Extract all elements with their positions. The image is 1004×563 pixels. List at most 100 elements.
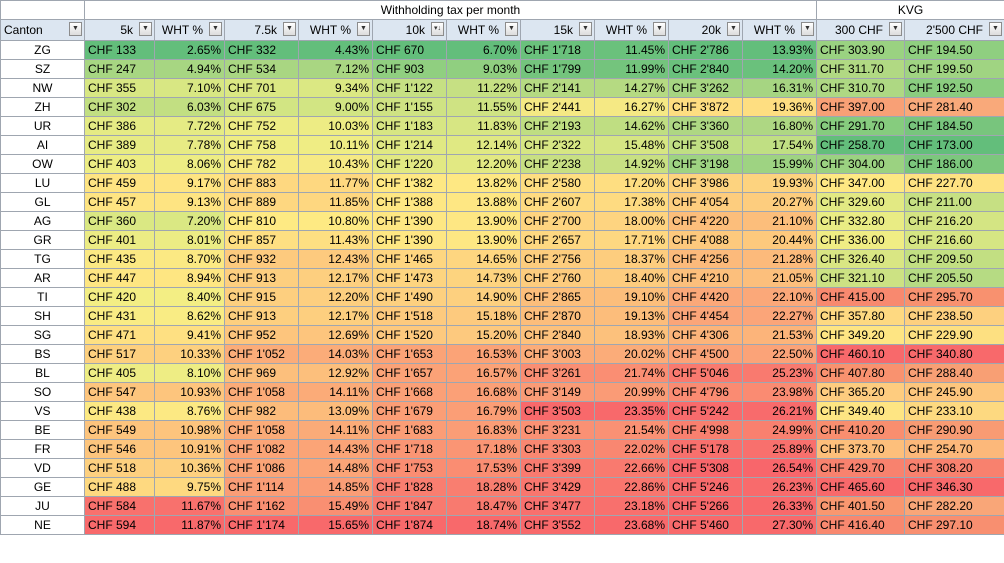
amount-cell[interactable]: CHF 332 (224, 40, 299, 60)
amount-cell[interactable]: CHF 403 (84, 154, 155, 174)
canton-cell[interactable]: VS (0, 401, 85, 421)
amount-cell[interactable]: CHF 227.70 (904, 173, 1004, 193)
wht-percent-cell[interactable]: 17.53% (446, 458, 521, 478)
wht-percent-cell[interactable]: 14.20% (742, 59, 817, 79)
amount-cell[interactable]: CHF 229.90 (904, 325, 1004, 345)
amount-cell[interactable]: CHF 3'986 (668, 173, 743, 193)
amount-cell[interactable]: CHF 2'760 (520, 268, 595, 288)
amount-cell[interactable]: CHF 701 (224, 78, 299, 98)
wht-percent-cell[interactable]: 13.90% (446, 211, 521, 231)
canton-cell[interactable]: TI (0, 287, 85, 307)
wht-percent-cell[interactable]: 12.92% (298, 363, 373, 383)
filter-dropdown-icon[interactable]: ▼ (209, 22, 222, 36)
wht-percent-cell[interactable]: 12.20% (446, 154, 521, 174)
canton-cell[interactable]: ZG (0, 40, 85, 60)
wht-percent-cell[interactable]: 15.20% (446, 325, 521, 345)
wht-percent-cell[interactable]: 18.00% (594, 211, 669, 231)
canton-cell[interactable]: GL (0, 192, 85, 212)
amount-cell[interactable]: CHF 1'657 (372, 363, 447, 383)
amount-cell[interactable]: CHF 1'220 (372, 154, 447, 174)
amount-cell[interactable]: CHF 969 (224, 363, 299, 383)
amount-cell[interactable]: CHF 1'653 (372, 344, 447, 364)
amount-cell[interactable]: CHF 295.70 (904, 287, 1004, 307)
filter-dropdown-icon[interactable]: ▼ (283, 22, 296, 36)
wht-percent-cell[interactable]: 9.17% (154, 173, 225, 193)
wht-percent-cell[interactable]: 15.99% (742, 154, 817, 174)
wht-percent-cell[interactable]: 14.11% (298, 382, 373, 402)
canton-cell[interactable]: GE (0, 477, 85, 497)
amount-cell[interactable]: CHF 488 (84, 477, 155, 497)
amount-cell[interactable]: CHF 889 (224, 192, 299, 212)
amount-cell[interactable]: CHF 304.00 (816, 154, 905, 174)
wht-percent-cell[interactable]: 8.94% (154, 268, 225, 288)
amount-cell[interactable]: CHF 1'683 (372, 420, 447, 440)
wht-percent-cell[interactable]: 8.62% (154, 306, 225, 326)
filter-dropdown-icon[interactable]: ▼ (727, 22, 740, 36)
wht-percent-cell[interactable]: 17.20% (594, 173, 669, 193)
amount-cell[interactable]: CHF 3'003 (520, 344, 595, 364)
wht-percent-cell[interactable]: 17.54% (742, 135, 817, 155)
amount-cell[interactable]: CHF 211.00 (904, 192, 1004, 212)
amount-cell[interactable]: CHF 1'390 (372, 211, 447, 231)
wht-percent-cell[interactable]: 8.06% (154, 154, 225, 174)
canton-cell[interactable]: LU (0, 173, 85, 193)
wht-percent-cell[interactable]: 20.99% (594, 382, 669, 402)
amount-cell[interactable]: CHF 373.70 (816, 439, 905, 459)
wht-percent-cell[interactable]: 11.77% (298, 173, 373, 193)
amount-cell[interactable]: CHF 594 (84, 515, 155, 535)
amount-cell[interactable]: CHF 247 (84, 59, 155, 79)
amount-cell[interactable]: CHF 1'122 (372, 78, 447, 98)
amount-cell[interactable]: CHF 4'500 (668, 344, 743, 364)
amount-cell[interactable]: CHF 1'390 (372, 230, 447, 250)
amount-cell[interactable]: CHF 1'382 (372, 173, 447, 193)
amount-cell[interactable]: CHF 1'052 (224, 344, 299, 364)
wht-percent-cell[interactable]: 14.43% (298, 439, 373, 459)
wht-percent-cell[interactable]: 4.94% (154, 59, 225, 79)
wht-percent-cell[interactable]: 11.67% (154, 496, 225, 516)
amount-cell[interactable]: CHF 205.50 (904, 268, 1004, 288)
amount-cell[interactable]: CHF 460.10 (816, 344, 905, 364)
wht-percent-cell[interactable]: 18.47% (446, 496, 521, 516)
amount-cell[interactable]: CHF 2'322 (520, 135, 595, 155)
amount-cell[interactable]: CHF 1'520 (372, 325, 447, 345)
wht-percent-cell[interactable]: 18.37% (594, 249, 669, 269)
wht-percent-cell[interactable]: 11.99% (594, 59, 669, 79)
amount-cell[interactable]: CHF 340.80 (904, 344, 1004, 364)
amount-cell[interactable]: CHF 192.50 (904, 78, 1004, 98)
amount-cell[interactable]: CHF 1'155 (372, 97, 447, 117)
amount-cell[interactable]: CHF 311.70 (816, 59, 905, 79)
amount-cell[interactable]: CHF 173.00 (904, 135, 1004, 155)
amount-cell[interactable]: CHF 3'503 (520, 401, 595, 421)
amount-cell[interactable]: CHF 3'552 (520, 515, 595, 535)
filter-dropdown-icon[interactable]: ▼ (579, 22, 592, 36)
wht-percent-cell[interactable]: 10.36% (154, 458, 225, 478)
wht-percent-cell[interactable]: 7.72% (154, 116, 225, 136)
amount-cell[interactable]: CHF 347.00 (816, 173, 905, 193)
wht-percent-cell[interactable]: 11.22% (446, 78, 521, 98)
amount-cell[interactable]: CHF 357.80 (816, 306, 905, 326)
wht-percent-cell[interactable]: 16.27% (594, 97, 669, 117)
amount-cell[interactable]: CHF 4'420 (668, 287, 743, 307)
amount-cell[interactable]: CHF 389 (84, 135, 155, 155)
wht-percent-cell[interactable]: 11.87% (154, 515, 225, 535)
amount-cell[interactable]: CHF 420 (84, 287, 155, 307)
wht-percent-cell[interactable]: 7.78% (154, 135, 225, 155)
wht-percent-cell[interactable]: 16.53% (446, 344, 521, 364)
wht-percent-cell[interactable]: 17.71% (594, 230, 669, 250)
wht-percent-cell[interactable]: 10.33% (154, 344, 225, 364)
canton-cell[interactable]: BS (0, 344, 85, 364)
amount-cell[interactable]: CHF 549 (84, 420, 155, 440)
amount-cell[interactable]: CHF 465.60 (816, 477, 905, 497)
wht-percent-cell[interactable]: 17.18% (446, 439, 521, 459)
wht-percent-cell[interactable]: 15.48% (594, 135, 669, 155)
amount-cell[interactable]: CHF 2'441 (520, 97, 595, 117)
wht-percent-cell[interactable]: 21.10% (742, 211, 817, 231)
wht-percent-cell[interactable]: 21.05% (742, 268, 817, 288)
wht-percent-cell[interactable]: 10.80% (298, 211, 373, 231)
amount-cell[interactable]: CHF 5'046 (668, 363, 743, 383)
canton-cell[interactable]: GR (0, 230, 85, 250)
wht-percent-cell[interactable]: 21.74% (594, 363, 669, 383)
amount-cell[interactable]: CHF 1'828 (372, 477, 447, 497)
amount-cell[interactable]: CHF 3'198 (668, 154, 743, 174)
wht-percent-cell[interactable]: 19.13% (594, 306, 669, 326)
